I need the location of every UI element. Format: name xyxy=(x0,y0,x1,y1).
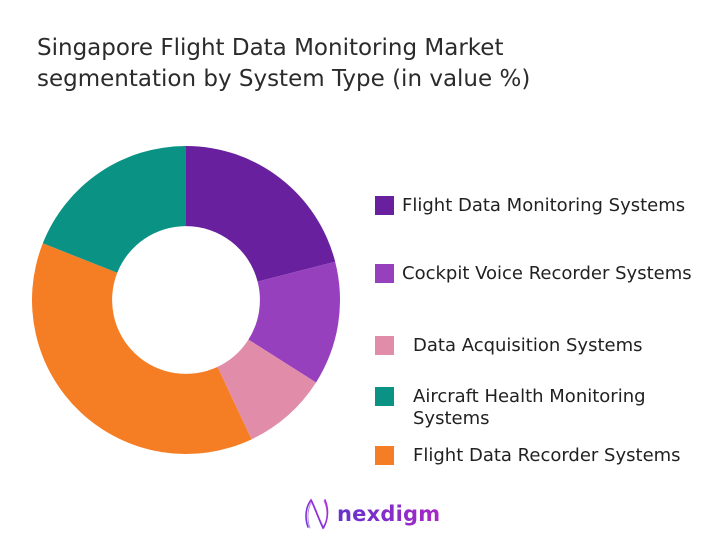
legend-item: Flight Data Monitoring Systems xyxy=(375,195,685,217)
donut-slice-4 xyxy=(42,146,186,273)
legend-swatch xyxy=(375,387,394,406)
legend-label: Flight Data Monitoring Systems xyxy=(402,195,686,216)
legend-item: Data Acquisition Systems xyxy=(375,335,643,357)
legend-item: Cockpit Voice Recorder Systems xyxy=(375,263,692,285)
donut-slice-2 xyxy=(217,339,317,440)
chart-title: Singapore Flight Data Monitoring Market … xyxy=(37,33,530,95)
legend-label: Flight Data Recorder Systems xyxy=(413,445,681,466)
legend-swatch xyxy=(375,196,394,215)
legend-swatch xyxy=(375,264,394,283)
legend-item: Aircraft Health Monitoring Systems xyxy=(375,386,711,430)
legend-label: Cockpit Voice Recorder Systems xyxy=(402,263,692,284)
donut-slice-1 xyxy=(248,261,340,383)
chart-legend: Flight Data Monitoring Systems Cockpit Vo… xyxy=(375,0,711,537)
brand-wordmark: nexdigm xyxy=(337,502,441,526)
brand-logo: nexdigm xyxy=(302,497,440,531)
donut-slice-3 xyxy=(32,243,252,454)
donut-slice-0 xyxy=(186,146,336,282)
legend-item: Flight Data Recorder Systems xyxy=(375,445,681,467)
chart-title-line2: segmentation by System Type (in value %) xyxy=(37,66,531,92)
legend-label: Aircraft Health Monitoring Systems xyxy=(413,386,646,429)
chart-title-line1: Singapore Flight Data Monitoring Market xyxy=(37,35,504,61)
donut-chart xyxy=(32,146,340,454)
legend-swatch xyxy=(375,336,394,355)
legend-swatch xyxy=(375,446,394,465)
nexdigm-logo-icon xyxy=(305,498,329,530)
legend-label: Data Acquisition Systems xyxy=(413,335,643,356)
